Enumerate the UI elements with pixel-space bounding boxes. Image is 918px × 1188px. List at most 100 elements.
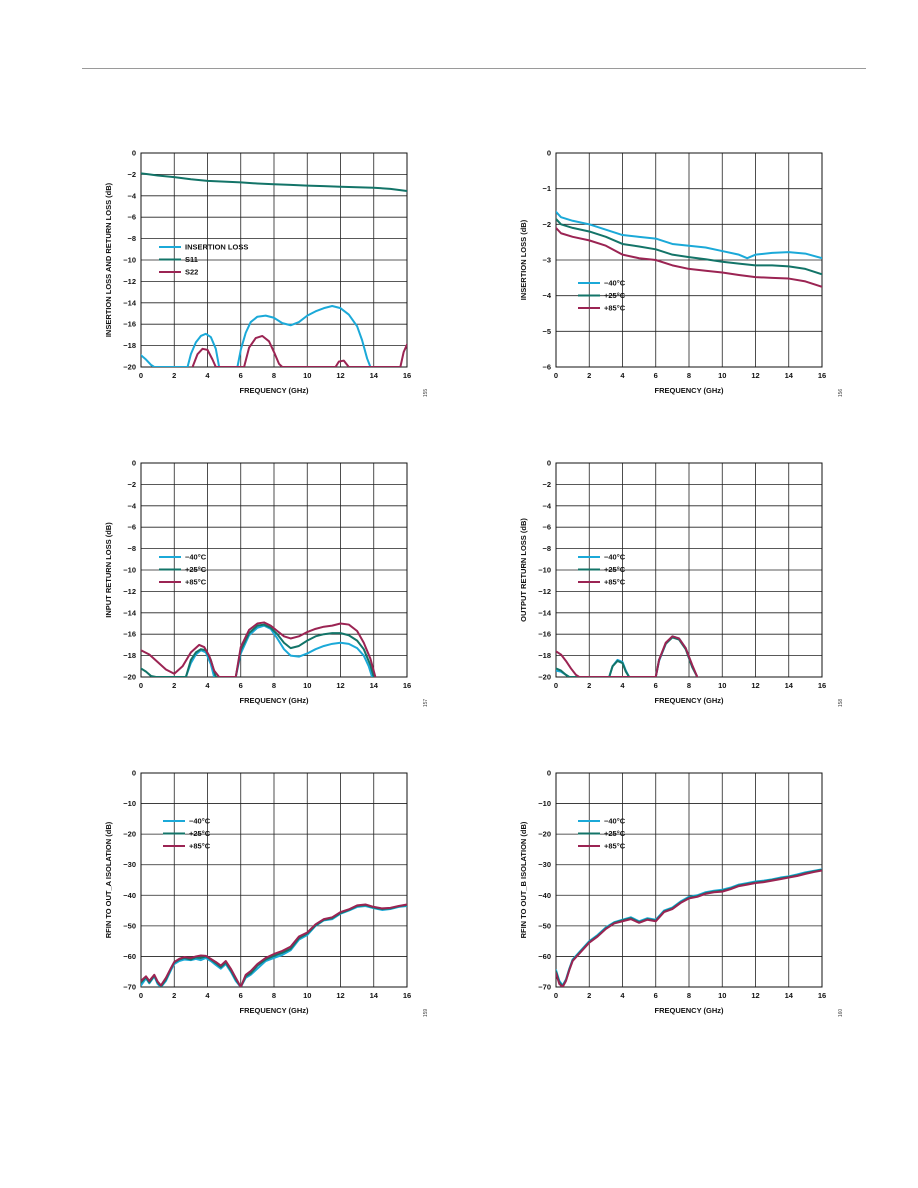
- x-tick-label: 14: [785, 371, 794, 380]
- y-tick-label: −3: [542, 256, 551, 265]
- series-line: [191, 334, 407, 367]
- legend-label: −40°C: [189, 817, 211, 826]
- x-tick-label: 16: [818, 991, 826, 1000]
- y-tick-label: 0: [132, 459, 136, 468]
- legend-label: −40°C: [604, 279, 626, 288]
- x-tick-label: 0: [554, 371, 558, 380]
- series-line: [141, 305, 372, 367]
- y-tick-label: −4: [542, 291, 551, 300]
- y-tick-label: −60: [123, 952, 136, 961]
- legend: −40°C +25°C +85°C: [163, 817, 211, 851]
- x-tick-label: 6: [654, 681, 658, 690]
- y-tick-label: −2: [542, 220, 551, 229]
- y-tick-label: 0: [547, 149, 551, 158]
- x-tick-label: 0: [139, 991, 143, 1000]
- x-tick-label: 12: [336, 681, 344, 690]
- x-tick-label: 16: [403, 371, 411, 380]
- y-tick-label: −5: [542, 327, 551, 336]
- series-group: [556, 868, 822, 987]
- x-tick-label: 10: [303, 991, 311, 1000]
- y-tick-label: −40: [538, 891, 551, 900]
- series-group: [556, 635, 699, 677]
- legend-label: INSERTION LOSS: [185, 243, 248, 252]
- x-tick-label: 8: [272, 991, 276, 1000]
- x-tick-label: 14: [370, 991, 379, 1000]
- chart-2: 0 2 4 6 8 10 12 14 16 0 −1 −2 −3 −4 −5 −6 FREQUENCY (GHz…: [519, 149, 844, 398]
- y-tick-label: −4: [127, 501, 136, 510]
- y-tick-label: −30: [123, 860, 136, 869]
- x-tick-label: 2: [172, 681, 176, 690]
- x-tick-label: 8: [687, 991, 691, 1000]
- figure-number: 156: [838, 389, 844, 398]
- y-axis-label: INPUT RETURN LOSS (dB): [104, 522, 113, 618]
- y-tick-label: −60: [538, 952, 551, 961]
- x-tick-label: 4: [620, 681, 625, 690]
- plot-frame: [140, 772, 408, 988]
- chart-4: 0 2 4 6 8 10 12 14 16 0 −2 −4 −6 −8 −10 −12 −14 −16 −18 −20…: [519, 459, 844, 708]
- plot-frame: [555, 152, 823, 368]
- x-tick-label: 10: [718, 371, 726, 380]
- y-tick-label: −12: [123, 277, 136, 286]
- legend: −40°C +25°C +85°C: [578, 279, 626, 313]
- y-axis-label: INSERTION LOSS AND RETURN LOSS (dB): [104, 182, 113, 337]
- x-tick-label: 6: [654, 371, 658, 380]
- y-tick-label: −2: [127, 170, 136, 179]
- series-line: [141, 621, 377, 677]
- figure-number: 155: [423, 389, 429, 398]
- series-line: [556, 869, 822, 987]
- x-tick-label: 4: [620, 371, 625, 380]
- figure-number: 159: [423, 1009, 429, 1018]
- y-tick-label: −70: [538, 983, 551, 992]
- y-tick-label: −2: [542, 480, 551, 489]
- figure-number: 158: [838, 699, 844, 708]
- y-tick-label: −6: [127, 213, 136, 222]
- legend-label: +85°C: [185, 578, 207, 587]
- y-tick-label: −12: [123, 587, 136, 596]
- legend-label: −40°C: [604, 553, 626, 562]
- y-tick-label: −10: [123, 799, 136, 808]
- y-tick-label: −20: [123, 830, 136, 839]
- x-axis-label: FREQUENCY (GHz): [239, 1006, 309, 1015]
- y-tick-label: 0: [547, 459, 551, 468]
- y-tick-label: −4: [127, 191, 136, 200]
- legend-label: +85°C: [604, 842, 626, 851]
- series-group: [141, 172, 407, 367]
- y-tick-label: −8: [127, 544, 136, 553]
- y-tick-label: −20: [538, 673, 551, 682]
- x-tick-label: 8: [687, 371, 691, 380]
- y-tick-label: −18: [123, 651, 136, 660]
- y-tick-label: −6: [127, 523, 136, 532]
- legend-label: +25°C: [189, 829, 211, 838]
- y-tick-label: −10: [123, 566, 136, 575]
- x-axis-label: FREQUENCY (GHz): [654, 386, 724, 395]
- x-tick-label: 16: [403, 681, 411, 690]
- x-tick-label: 16: [818, 371, 826, 380]
- legend: −40°C +25°C +85°C: [578, 553, 626, 587]
- y-tick-label: −6: [542, 363, 551, 372]
- x-tick-label: 14: [370, 681, 379, 690]
- y-tick-label: −4: [542, 501, 551, 510]
- y-tick-label: −1: [542, 184, 551, 193]
- x-tick-label: 14: [370, 371, 379, 380]
- y-tick-label: −70: [123, 983, 136, 992]
- x-tick-label: 8: [272, 681, 276, 690]
- legend-label: +25°C: [604, 829, 626, 838]
- y-tick-label: −18: [538, 651, 551, 660]
- x-tick-label: 0: [139, 681, 143, 690]
- legend-label: +25°C: [604, 291, 626, 300]
- series-line: [184, 624, 374, 677]
- x-tick-label: 12: [336, 991, 344, 1000]
- x-tick-label: 2: [587, 371, 591, 380]
- x-tick-label: 4: [205, 681, 210, 690]
- x-tick-label: 10: [303, 681, 311, 690]
- plot-frame: [140, 462, 408, 678]
- x-axis-label: FREQUENCY (GHz): [654, 696, 724, 705]
- legend-label: +25°C: [604, 565, 626, 574]
- x-tick-label: 8: [687, 681, 691, 690]
- series-line: [556, 217, 822, 276]
- y-tick-label: −16: [538, 630, 551, 639]
- legend-label: S22: [185, 268, 198, 277]
- x-tick-label: 12: [336, 371, 344, 380]
- series-line: [141, 903, 407, 987]
- gridlines: [140, 152, 408, 368]
